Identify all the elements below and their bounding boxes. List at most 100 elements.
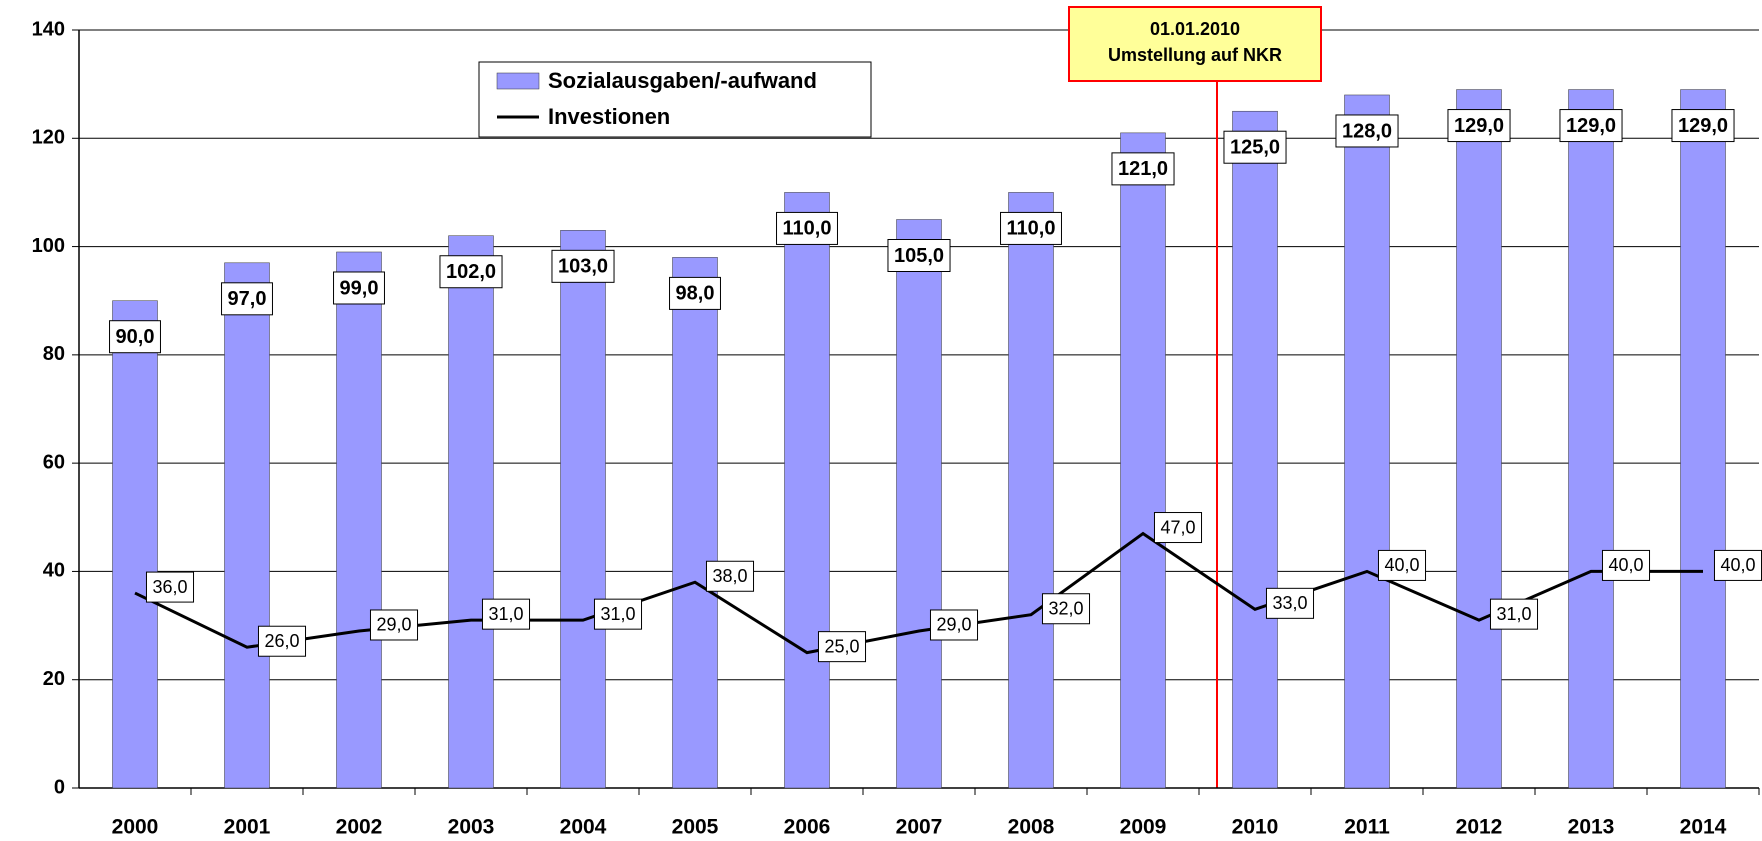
data-label-box	[1377, 549, 1427, 581]
data-label-text: 26,0	[264, 631, 299, 651]
data-label-box	[1000, 211, 1062, 245]
data-label-text: 129,0	[1678, 115, 1728, 137]
data-label: 40,0	[1713, 549, 1762, 581]
data-label-text: 40,0	[1608, 555, 1643, 575]
legend-label: Sozialausgaben/-aufwand	[548, 68, 817, 93]
y-tick-label: 0	[54, 776, 65, 798]
y-tick-label: 60	[43, 451, 65, 473]
data-label-box	[109, 320, 161, 354]
y-tick-label: 100	[32, 235, 65, 257]
data-label: 110,0	[1000, 211, 1062, 245]
data-label-box	[1447, 109, 1511, 143]
data-label-text: 40,0	[1720, 555, 1755, 575]
x-tick-label: 2002	[336, 816, 383, 839]
data-label-box	[369, 609, 419, 641]
data-label: 36,0	[145, 571, 195, 603]
data-label-box	[1713, 549, 1762, 581]
bar	[784, 192, 830, 789]
legend-label: Investionen	[548, 104, 670, 129]
annotation-box	[1068, 6, 1322, 82]
data-label: 40,0	[1601, 549, 1651, 581]
data-label-text: 25,0	[824, 636, 859, 656]
bar	[1120, 132, 1166, 789]
data-label-text: 29,0	[936, 615, 971, 635]
data-label-box	[1153, 512, 1203, 544]
data-label: 97,0	[221, 282, 273, 316]
data-label-text: 103,0	[558, 256, 608, 278]
data-label-text: 129,0	[1454, 115, 1504, 137]
data-label: 129,0	[1559, 109, 1623, 143]
bar	[1680, 89, 1726, 789]
data-label-box	[817, 631, 867, 663]
data-label-text: 31,0	[1496, 604, 1531, 624]
data-label-box	[221, 282, 273, 316]
y-tick-label: 40	[43, 560, 65, 582]
data-label-text: 40,0	[1384, 555, 1419, 575]
data-label: 129,0	[1447, 109, 1511, 143]
legend-swatch	[496, 72, 540, 90]
data-label: 29,0	[369, 609, 419, 641]
data-label-box	[929, 609, 979, 641]
annotation: 01.01.2010	[1150, 19, 1240, 39]
legend-box	[478, 61, 872, 138]
x-tick-label: 2010	[1232, 816, 1279, 839]
data-label: 105,0	[887, 239, 951, 272]
x-tick-label: 2005	[672, 816, 719, 839]
data-label-text: 36,0	[152, 577, 187, 597]
bar	[112, 300, 158, 789]
y-tick-label: 140	[32, 18, 65, 40]
data-label-box	[1111, 152, 1175, 186]
data-label: 31,0	[593, 598, 643, 630]
data-label-text: 98,0	[676, 283, 715, 305]
bar	[448, 235, 494, 789]
data-label: 47,0	[1153, 512, 1203, 544]
data-label: 26,0	[257, 625, 307, 657]
x-tick-label: 2000	[112, 816, 159, 839]
data-label: 40,0	[1377, 549, 1427, 581]
data-label-box	[1601, 549, 1651, 581]
data-label: 121,0	[1111, 152, 1175, 186]
x-tick-label: 2011	[1344, 816, 1390, 839]
x-tick-label: 2006	[784, 816, 831, 839]
y-tick-label: 20	[43, 668, 65, 690]
data-label-text: 110,0	[783, 218, 832, 240]
annotation: Umstellung auf NKR	[1108, 45, 1282, 65]
x-tick-label: 2014	[1680, 816, 1727, 839]
data-label-box	[1489, 598, 1539, 630]
data-label: 110,0	[776, 211, 838, 245]
data-label: 125,0	[1223, 130, 1287, 164]
x-tick-label: 2013	[1568, 816, 1615, 839]
x-tick-label: 2001	[224, 816, 271, 839]
data-label-text: 33,0	[1272, 593, 1307, 613]
data-label-text: 32,0	[1048, 598, 1083, 618]
data-label-text: 102,0	[446, 261, 496, 283]
data-label-box	[1559, 109, 1623, 143]
data-label-text: 47,0	[1160, 517, 1195, 537]
data-label-box	[1223, 130, 1287, 164]
data-label-text: 125,0	[1230, 136, 1280, 158]
data-label-box	[669, 276, 721, 310]
x-tick-label: 2007	[896, 816, 943, 839]
data-label-text: 105,0	[894, 245, 944, 267]
data-label: 128,0	[1335, 114, 1399, 148]
bar	[1344, 94, 1390, 789]
data-label-box	[776, 211, 838, 245]
data-label-text: 129,0	[1566, 115, 1616, 137]
x-tick-label: 2009	[1120, 816, 1167, 839]
data-label: 33,0	[1265, 587, 1315, 619]
data-label: 38,0	[705, 560, 755, 592]
data-label-box	[257, 625, 307, 657]
data-label: 103,0	[551, 249, 615, 283]
data-label: 99,0	[333, 271, 385, 305]
x-tick-label: 2003	[448, 816, 495, 839]
x-tick-label: 2004	[560, 816, 607, 839]
data-label-text: 29,0	[376, 615, 411, 635]
bar	[1456, 89, 1502, 789]
data-label-box	[1335, 114, 1399, 148]
data-label: 31,0	[481, 598, 531, 630]
data-label-box	[1671, 109, 1735, 143]
legend: Sozialausgaben/-aufwand Investionen	[478, 61, 872, 138]
data-label: 98,0	[669, 276, 721, 310]
